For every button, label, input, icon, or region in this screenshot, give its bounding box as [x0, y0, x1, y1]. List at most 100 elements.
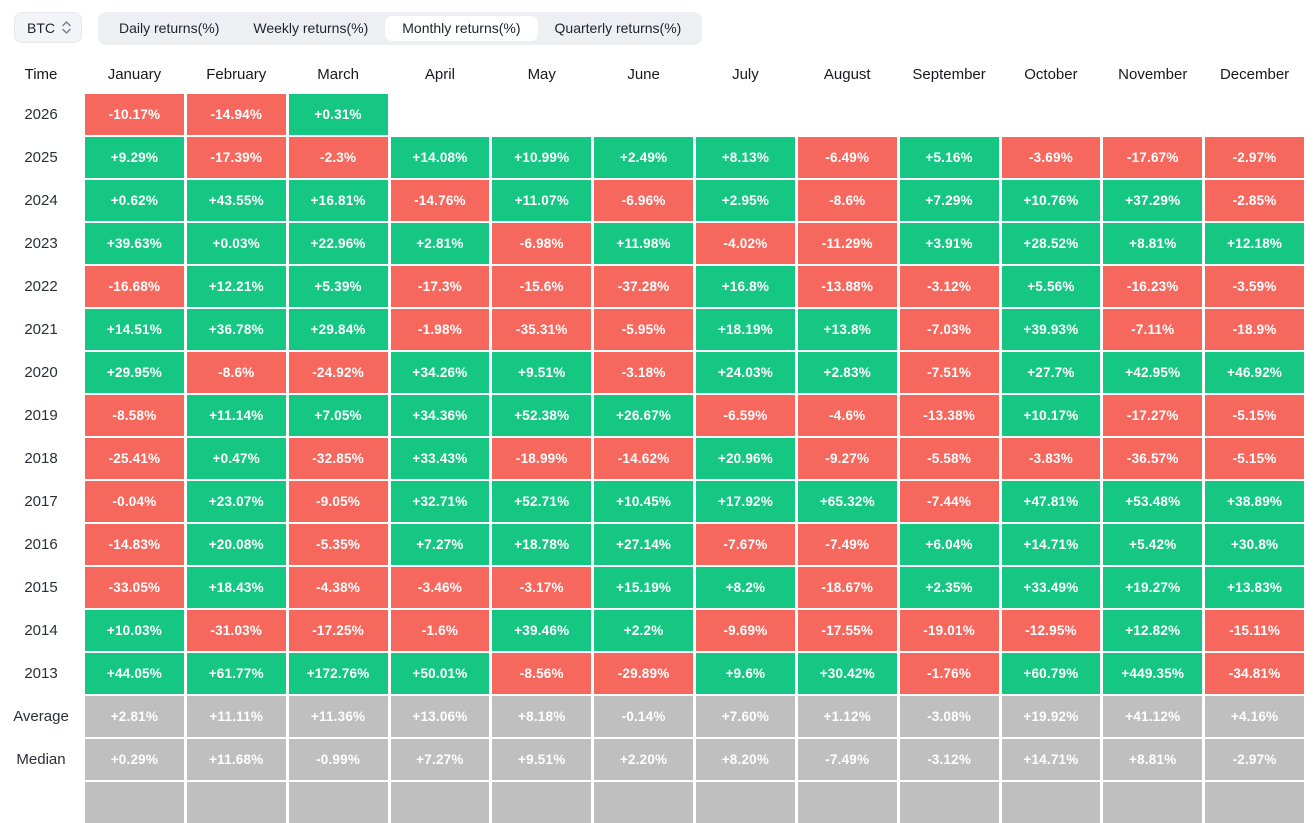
row-label: 2017: [24, 493, 58, 510]
return-cell: +36.78%: [186, 309, 286, 350]
return-cell: +30.42%: [797, 653, 897, 694]
return-cell: -3.08%: [899, 696, 999, 737]
row-label: 2015: [24, 579, 58, 596]
return-cell: -3.18%: [594, 352, 693, 393]
return-cell: -15.6%: [492, 266, 592, 307]
toolbar: BTC Daily returns(%) Weekly returns(%) Mon…: [0, 0, 1314, 48]
return-cell: +449.35%: [1103, 653, 1203, 694]
tab-daily-returns[interactable]: Daily returns(%): [102, 16, 236, 41]
return-cell: -16.68%: [85, 266, 184, 307]
return-cell: -8.58%: [85, 395, 184, 436]
return-cell: -8.6%: [186, 352, 286, 393]
return-cell: -24.92%: [288, 352, 388, 393]
return-cell: +23.07%: [186, 481, 286, 522]
column-header: June: [627, 65, 660, 83]
return-cell: -3.83%: [1001, 438, 1101, 479]
return-cell: +39.46%: [492, 610, 592, 651]
return-cell: +19.92%: [1001, 696, 1101, 737]
return-cell: -17.55%: [797, 610, 897, 651]
return-cell: -31.03%: [186, 610, 286, 651]
return-cell: -4.38%: [288, 567, 388, 608]
return-cell: -32.85%: [288, 438, 388, 479]
column-header: July: [732, 65, 759, 83]
return-cell: +10.99%: [492, 137, 592, 178]
return-cell: +53.48%: [1103, 481, 1203, 522]
return-cell: +9.51%: [492, 739, 592, 780]
return-cell: +47.81%: [1001, 481, 1101, 522]
return-cell: -0.99%: [288, 739, 388, 780]
return-cell: -0.14%: [594, 696, 693, 737]
return-cell: -5.95%: [594, 309, 693, 350]
return-cell: +14.71%: [1001, 739, 1101, 780]
row-label: 2013: [24, 665, 58, 682]
return-cell: +20.08%: [186, 524, 286, 565]
return-cell: +17.92%: [696, 481, 795, 522]
return-cell: +22.96%: [288, 223, 388, 264]
tab-quarterly-returns[interactable]: Quarterly returns(%): [538, 16, 699, 41]
return-cell: +12.21%: [186, 266, 286, 307]
return-cell: +2.49%: [594, 137, 693, 178]
return-cell: +24.03%: [696, 352, 795, 393]
return-cell: [798, 94, 897, 135]
return-cell: -25.41%: [85, 438, 184, 479]
return-cell: +14.51%: [85, 309, 184, 350]
return-cell: +42.95%: [1103, 352, 1203, 393]
return-cell: +18.43%: [186, 567, 286, 608]
symbol-select[interactable]: BTC: [14, 12, 82, 43]
return-cell: -7.51%: [899, 352, 999, 393]
return-cell: -7.44%: [899, 481, 999, 522]
return-cell: [900, 94, 999, 135]
column-header: March: [317, 65, 359, 83]
return-cell: [390, 782, 490, 823]
row-label: 2021: [24, 321, 58, 338]
return-cell: +50.01%: [390, 653, 490, 694]
return-cell: +9.51%: [492, 352, 592, 393]
row-label: 2018: [24, 450, 58, 467]
return-cell: +172.76%: [288, 653, 388, 694]
return-cell: +7.60%: [696, 696, 795, 737]
return-cell: +26.67%: [594, 395, 693, 436]
return-cell: +16.8%: [696, 266, 795, 307]
return-cell: [288, 782, 388, 823]
row-label: [0, 782, 82, 823]
return-cell: -3.17%: [492, 567, 592, 608]
return-cell: +2.83%: [797, 352, 897, 393]
return-cell: +0.47%: [186, 438, 286, 479]
return-cell: +7.05%: [288, 395, 388, 436]
return-cell: +10.17%: [1001, 395, 1101, 436]
column-header: April: [424, 65, 455, 83]
symbol-select-value: BTC: [27, 19, 55, 36]
return-cell: +2.2%: [594, 610, 693, 651]
tab-monthly-returns[interactable]: Monthly returns(%): [385, 16, 538, 41]
return-cell: +11.14%: [186, 395, 286, 436]
return-cell: +0.31%: [288, 94, 388, 135]
return-cell: -14.76%: [390, 180, 490, 221]
return-cell: -10.17%: [85, 94, 184, 135]
return-cell: -1.98%: [390, 309, 490, 350]
row-label: 2023: [24, 235, 58, 252]
return-cell: +19.27%: [1103, 567, 1203, 608]
return-cell: -2.85%: [1205, 180, 1304, 221]
return-cell: -2.97%: [1205, 739, 1304, 780]
return-cell: [1205, 782, 1304, 823]
return-cell: +52.71%: [492, 481, 592, 522]
return-cell: +32.71%: [390, 481, 490, 522]
return-cell: -3.12%: [899, 739, 999, 780]
period-tabs: Daily returns(%) Weekly returns(%) Monthly…: [98, 12, 703, 45]
return-cell: -7.03%: [899, 309, 999, 350]
column-header: December: [1219, 65, 1290, 83]
return-cell: -15.11%: [1205, 610, 1304, 651]
return-cell: -4.02%: [696, 223, 795, 264]
return-cell: -5.58%: [899, 438, 999, 479]
tab-weekly-returns[interactable]: Weekly returns(%): [236, 16, 385, 41]
return-cell: +5.16%: [899, 137, 999, 178]
return-cell: +8.13%: [696, 137, 795, 178]
return-cell: +30.8%: [1205, 524, 1304, 565]
return-cell: [1205, 94, 1304, 135]
updown-chevrons-icon: [62, 21, 71, 34]
return-cell: +14.71%: [1001, 524, 1101, 565]
return-cell: +2.81%: [85, 696, 184, 737]
return-cell: +27.7%: [1001, 352, 1101, 393]
return-cell: -1.6%: [390, 610, 490, 651]
return-cell: -17.67%: [1103, 137, 1203, 178]
